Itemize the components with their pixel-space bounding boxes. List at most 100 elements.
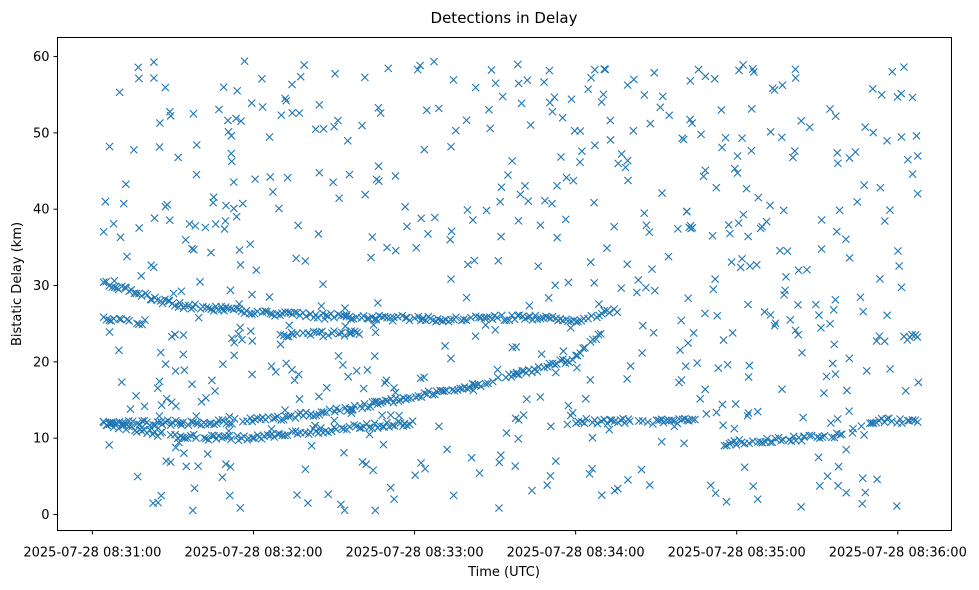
detection-marker bbox=[514, 79, 523, 88]
detection-marker bbox=[491, 79, 500, 88]
detection-marker bbox=[218, 473, 227, 482]
detection-marker bbox=[551, 457, 560, 466]
detection-marker bbox=[790, 147, 799, 156]
detection-marker bbox=[640, 209, 649, 218]
detection-marker bbox=[412, 243, 421, 252]
detection-marker bbox=[391, 171, 400, 180]
detection-marker bbox=[719, 336, 728, 345]
detection-marker bbox=[207, 305, 216, 314]
detection-marker bbox=[858, 499, 867, 508]
detection-marker bbox=[711, 275, 720, 284]
detection-marker bbox=[154, 498, 163, 507]
detection-marker bbox=[470, 256, 479, 265]
detection-marker bbox=[512, 370, 521, 379]
detection-marker bbox=[368, 397, 377, 406]
detection-marker bbox=[153, 384, 162, 393]
detection-marker bbox=[109, 423, 118, 432]
detection-marker bbox=[145, 425, 154, 434]
detection-marker bbox=[527, 486, 536, 495]
detection-marker bbox=[745, 439, 754, 448]
detection-marker bbox=[372, 175, 381, 184]
detection-marker bbox=[826, 319, 835, 328]
detection-marker bbox=[374, 103, 383, 112]
detection-marker bbox=[748, 65, 757, 74]
detection-marker bbox=[180, 366, 189, 375]
detection-marker bbox=[235, 246, 244, 255]
detection-marker bbox=[868, 84, 877, 93]
detection-marker bbox=[829, 305, 838, 314]
detection-marker bbox=[587, 311, 596, 320]
detection-marker bbox=[322, 311, 331, 320]
detection-marker bbox=[211, 302, 220, 311]
detection-marker bbox=[192, 140, 201, 149]
detection-marker bbox=[149, 263, 158, 272]
detection-marker bbox=[551, 368, 560, 377]
detection-marker bbox=[312, 411, 321, 420]
detection-marker bbox=[380, 379, 389, 387]
detection-marker bbox=[561, 215, 570, 224]
detection-marker bbox=[582, 414, 591, 423]
detection-marker bbox=[284, 332, 293, 341]
detection-marker bbox=[738, 254, 747, 263]
detection-marker bbox=[416, 61, 425, 70]
detection-marker bbox=[339, 425, 348, 434]
detection-marker bbox=[832, 227, 841, 236]
detection-marker bbox=[422, 106, 431, 115]
detection-marker bbox=[261, 307, 270, 316]
detection-marker bbox=[174, 153, 183, 162]
detection-marker bbox=[521, 181, 529, 190]
detection-marker bbox=[851, 148, 860, 156]
detection-marker bbox=[822, 372, 831, 381]
detection-marker bbox=[484, 379, 493, 388]
detection-marker bbox=[848, 428, 857, 437]
detection-marker bbox=[176, 418, 185, 427]
detection-marker bbox=[606, 135, 615, 144]
detection-marker bbox=[125, 316, 134, 325]
detection-marker bbox=[102, 315, 111, 324]
detection-marker bbox=[536, 221, 545, 230]
detection-marker bbox=[330, 313, 339, 322]
detection-marker bbox=[897, 283, 906, 292]
detection-marker bbox=[181, 434, 190, 443]
detection-marker bbox=[541, 312, 550, 321]
detection-marker bbox=[869, 128, 878, 137]
detection-marker bbox=[367, 253, 376, 262]
detection-marker bbox=[121, 180, 130, 189]
detection-marker bbox=[543, 481, 552, 490]
detection-marker bbox=[777, 436, 786, 445]
detection-marker bbox=[223, 116, 232, 125]
x-axis-label: Time (UTC) bbox=[467, 565, 540, 580]
detection-marker bbox=[842, 488, 851, 497]
detection-marker bbox=[678, 415, 687, 424]
detection-marker bbox=[488, 377, 497, 386]
detection-marker bbox=[523, 313, 532, 322]
detection-marker bbox=[624, 176, 632, 185]
detection-marker bbox=[389, 398, 398, 407]
detection-marker bbox=[805, 431, 814, 440]
detection-marker bbox=[230, 414, 239, 423]
detection-marker bbox=[413, 65, 422, 74]
detection-marker bbox=[238, 199, 247, 208]
detection-marker bbox=[525, 301, 534, 310]
detection-marker bbox=[340, 506, 349, 515]
detection-marker bbox=[814, 311, 823, 320]
detection-marker bbox=[324, 331, 333, 340]
detection-marker bbox=[365, 423, 374, 432]
detection-marker bbox=[617, 284, 626, 293]
detection-marker bbox=[335, 329, 344, 338]
detection-marker bbox=[777, 133, 786, 142]
detection-marker bbox=[494, 256, 503, 265]
detection-marker bbox=[197, 397, 206, 406]
detection-marker bbox=[403, 394, 412, 403]
detection-marker bbox=[571, 351, 580, 360]
detection-marker bbox=[546, 422, 555, 431]
y-axis: 0 10 20 30 40 50 60 bbox=[33, 50, 58, 523]
detection-marker bbox=[693, 359, 702, 367]
detection-marker bbox=[807, 431, 816, 440]
detection-marker bbox=[756, 224, 765, 233]
detection-marker bbox=[629, 126, 638, 135]
detection-marker bbox=[471, 83, 480, 92]
detection-marker bbox=[623, 374, 632, 383]
detection-marker bbox=[229, 178, 238, 187]
